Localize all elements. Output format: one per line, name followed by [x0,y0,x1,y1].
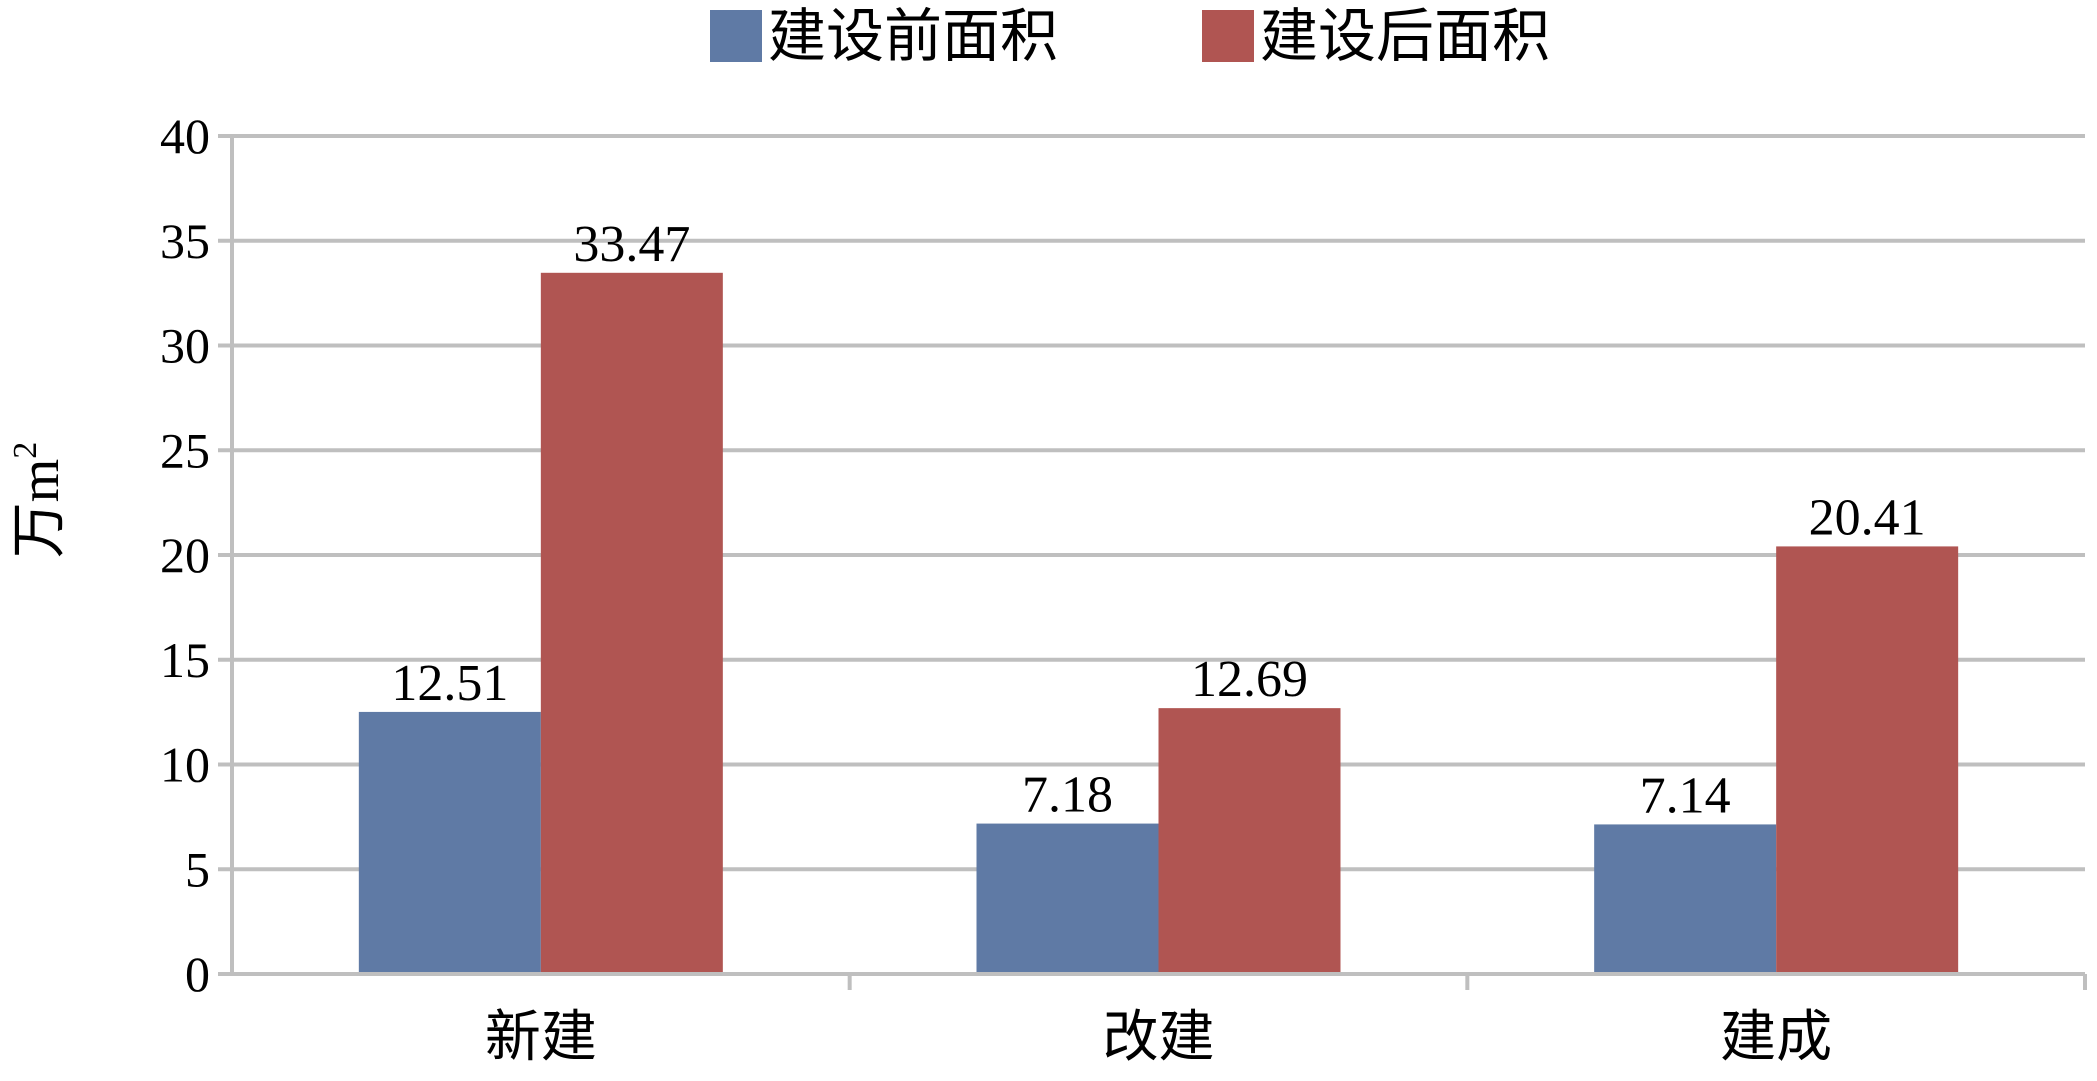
axes [218,134,2087,990]
x-tick-label: 新建 [485,1007,597,1069]
bar [1776,546,1959,974]
data-label: 7.18 [1022,767,1113,824]
bar [358,711,541,974]
y-tick-label: 10 [160,737,210,793]
legend: 建设前面积 建设后面积 [710,4,1550,69]
y-tick-label: 25 [160,422,210,478]
legend-swatch-after [1202,10,1254,62]
y-axis-label: 万m2 [7,442,71,559]
legend-swatch-before [710,10,762,62]
y-axis-label-superscript: 2 [7,442,44,459]
bar [1158,708,1341,974]
data-label: 12.51 [391,655,508,712]
bars [358,272,1959,975]
data-label: 12.69 [1191,651,1308,708]
y-tick-label: 40 [160,108,210,164]
y-tick-label: 20 [160,527,210,583]
y-tick-label: 15 [160,632,210,688]
data-label: 7.14 [1640,767,1731,824]
y-tick-label: 30 [160,318,210,374]
bar [1594,824,1777,974]
x-tick-label: 改建 [1103,1007,1215,1069]
y-tick-label: 35 [160,213,210,269]
bar [540,272,723,975]
legend-label-before: 建设前面积 [768,4,1058,69]
data-label: 20.41 [1809,489,1926,546]
y-axis-label-text: 万m [9,459,71,559]
y-tick-label: 5 [185,841,210,897]
legend-label-after: 建设后面积 [1260,4,1550,69]
labels: 0 5 10 15 20 25 30 35 40 12.51 33.47 新建 7.18 12.69 改建 7… [160,108,1926,1069]
y-tick-label: 0 [185,946,210,1002]
bar [976,823,1159,974]
data-label: 33.47 [573,216,690,273]
x-tick-label: 建成 [1720,1007,1832,1069]
